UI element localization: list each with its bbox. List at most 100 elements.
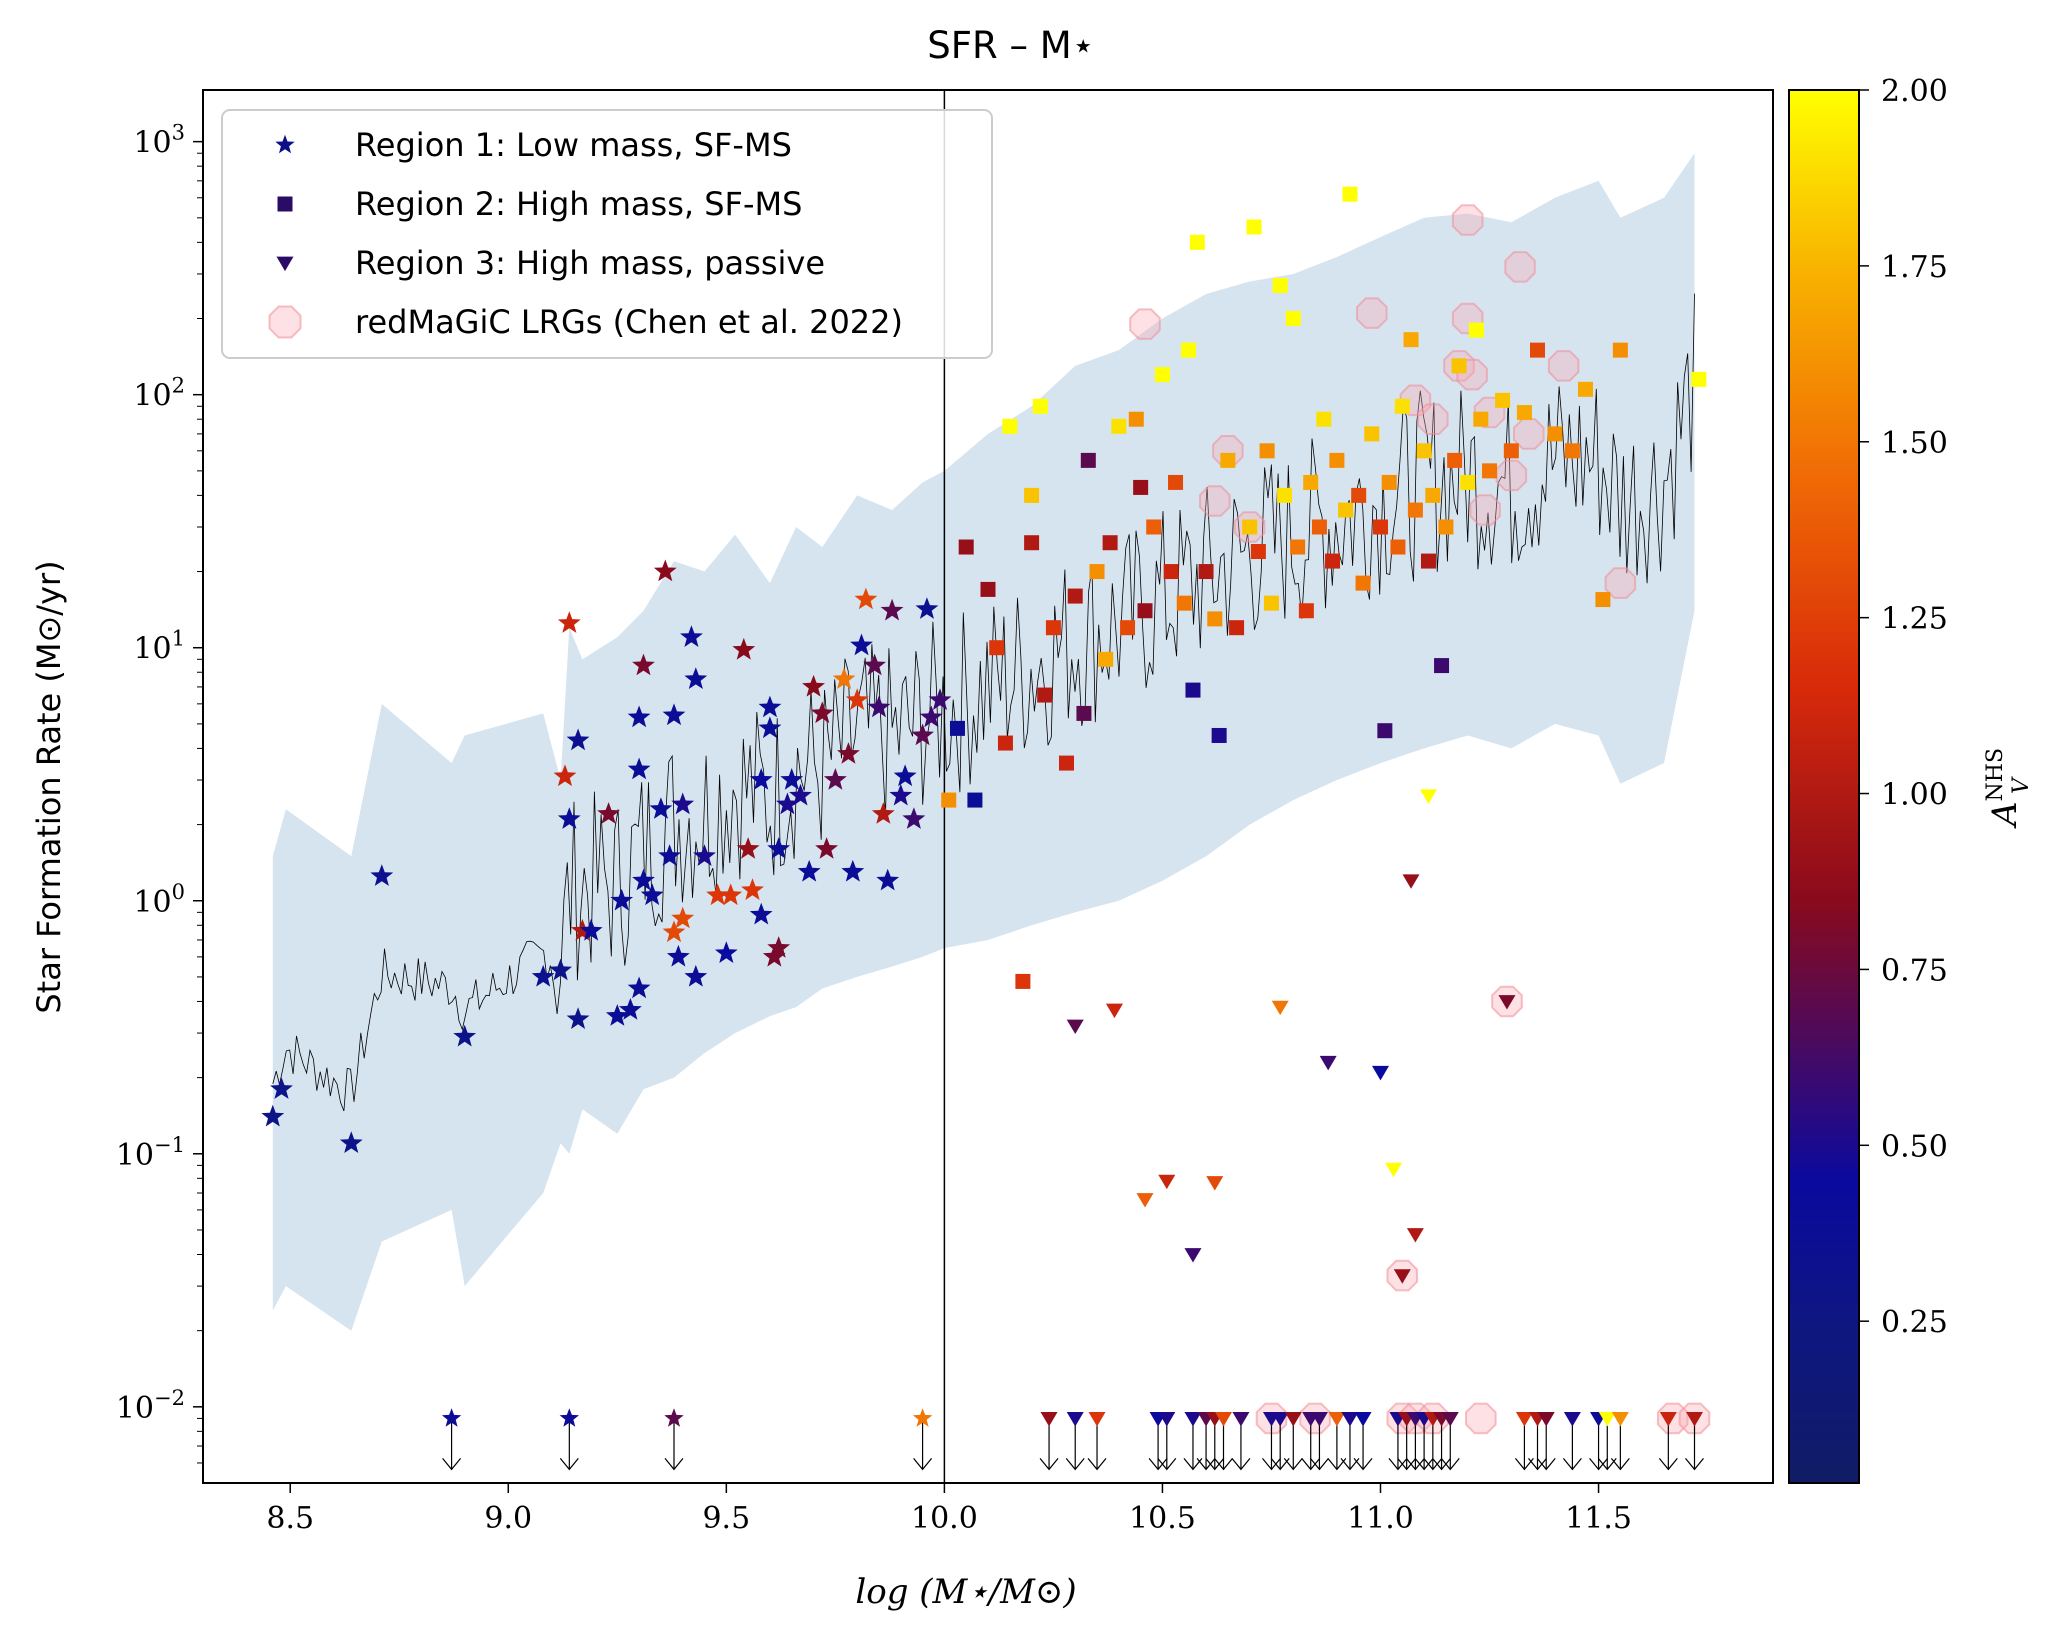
data-point-star <box>823 768 847 790</box>
colorbar-label: ANHSV <box>1983 748 2034 829</box>
data-point-star <box>370 864 394 886</box>
data-point-square <box>1381 474 1397 490</box>
data-point-square <box>1482 463 1498 479</box>
data-point-star <box>911 723 934 746</box>
data-point-tri <box>1419 789 1437 804</box>
data-point-star <box>780 768 804 790</box>
data-point-tri <box>1066 1019 1084 1035</box>
data-point-square <box>1198 564 1214 580</box>
upper-limit-arrow-head <box>1440 1458 1460 1471</box>
data-point-square <box>1067 588 1083 604</box>
data-point-tri <box>1206 1176 1224 1191</box>
colorbar-tick-label: 1.25 <box>1881 602 1948 637</box>
x-axis: 8.5 9.0 9.5 10.0 10.5 11.0 11.5 <box>266 1483 1632 1536</box>
upper-limit-marker <box>1340 1412 1360 1471</box>
data-point-square <box>1024 535 1040 551</box>
upper-limit-point-tri <box>1563 1412 1581 1427</box>
legend-entry: redMaGiC LRGs (Chen et al. 2022) <box>268 303 903 341</box>
data-point-square <box>1595 592 1611 608</box>
data-point-square <box>1089 564 1105 580</box>
upper-limit-point-star <box>664 1408 684 1427</box>
x-tick-label: 8.5 <box>266 1501 314 1536</box>
upper-limit-arrow-head <box>1301 1458 1321 1471</box>
data-point-tri <box>1184 1248 1202 1263</box>
data-point-star <box>579 918 603 941</box>
data-point-square <box>1564 443 1580 459</box>
upper-limit-marker <box>1183 1412 1203 1471</box>
upper-limit-marker <box>1039 1412 1059 1471</box>
data-point-star <box>767 837 791 859</box>
data-point-square <box>1189 234 1205 250</box>
data-point-square <box>1285 311 1301 327</box>
data-point-square <box>1303 474 1319 490</box>
upper-limit-arrow-head <box>1340 1458 1360 1471</box>
data-point-star <box>684 964 708 987</box>
data-point-square <box>1338 502 1354 518</box>
legend-label: Region 2: High mass, SF-MS <box>355 185 802 223</box>
data-point-square <box>1503 443 1519 459</box>
data-point-square <box>980 581 996 597</box>
upper-limit-arrow-head <box>1231 1458 1251 1471</box>
data-point-star <box>684 667 708 689</box>
upper-limit-point-tri <box>1158 1412 1176 1427</box>
upper-limit-arrow-head <box>1205 1458 1225 1471</box>
upper-limit-marker <box>559 1408 579 1471</box>
upper-limit-arrow-head <box>664 1458 684 1471</box>
upper-limit-point-tri <box>1611 1412 1629 1427</box>
upper-limit-point-tri <box>1515 1412 1533 1427</box>
data-point-tri <box>1105 1003 1123 1019</box>
upper-limit-arrow-head <box>1148 1458 1168 1471</box>
y-tick-base: 10 <box>133 885 171 920</box>
data-point-square <box>1311 519 1327 535</box>
legend-entry: Region 2: High mass, SF-MS <box>277 185 802 223</box>
upper-limit-arrow-head <box>1039 1458 1059 1471</box>
data-point-star <box>732 637 756 660</box>
data-point-square <box>1468 322 1484 338</box>
x-axis-label: log (M⋆/M⊙) <box>855 1572 1076 1612</box>
data-point-square <box>1516 405 1532 421</box>
data-point-star <box>889 783 913 806</box>
colorbar-tick-label: 1.75 <box>1881 250 1948 285</box>
upper-limit-arrow-head <box>1183 1458 1203 1471</box>
x-tick-label: 11.0 <box>1347 1501 1414 1536</box>
x-tick-label: 11.5 <box>1565 1501 1632 1536</box>
data-point-square <box>1416 443 1432 459</box>
data-point-square <box>1298 603 1314 619</box>
upper-limit-marker <box>1270 1412 1290 1471</box>
data-point-star <box>693 844 716 866</box>
data-point-square <box>1394 398 1410 414</box>
data-point-square <box>1111 418 1127 434</box>
data-point-star <box>653 559 677 582</box>
y-tick-base: 10 <box>116 1138 154 1173</box>
upper-limit-arrow-head <box>1388 1458 1408 1471</box>
data-point-square <box>1447 452 1463 468</box>
data-point-square <box>1211 727 1227 743</box>
upper-limit-point-tri <box>1232 1412 1250 1427</box>
upper-limit-point-tri <box>1066 1412 1084 1427</box>
y-axis-label: Star Formation Rate (M⊙/yr) <box>30 560 68 1013</box>
data-point-square <box>1032 398 1048 414</box>
data-point-tri <box>1406 1228 1424 1243</box>
data-point-square <box>1403 332 1419 348</box>
data-point-tri <box>1319 1055 1337 1071</box>
data-point-square <box>1176 595 1192 611</box>
data-point-star <box>671 792 695 815</box>
upper-limit-arrow-head <box>1283 1458 1303 1471</box>
upper-limit-point-tri <box>1686 1412 1703 1427</box>
data-point-star <box>871 802 895 824</box>
data-point-square <box>1146 519 1162 535</box>
colorbar-label-sub: V <box>2009 776 2034 794</box>
data-point-square <box>1473 411 1489 427</box>
data-point-square <box>1229 620 1245 636</box>
upper-limit-point-tri <box>1341 1412 1359 1427</box>
colorbar-tick-label: 0.50 <box>1881 1129 1948 1164</box>
y-tick-exponent: 2 <box>172 374 185 398</box>
data-point-square <box>1530 342 1545 358</box>
data-point-star <box>553 764 577 787</box>
data-point-star <box>867 695 891 718</box>
data-point-star <box>571 918 594 941</box>
data-point-square <box>1425 487 1441 503</box>
data-point-star <box>632 653 655 676</box>
data-point-star <box>876 868 900 891</box>
data-point-star <box>845 688 869 710</box>
